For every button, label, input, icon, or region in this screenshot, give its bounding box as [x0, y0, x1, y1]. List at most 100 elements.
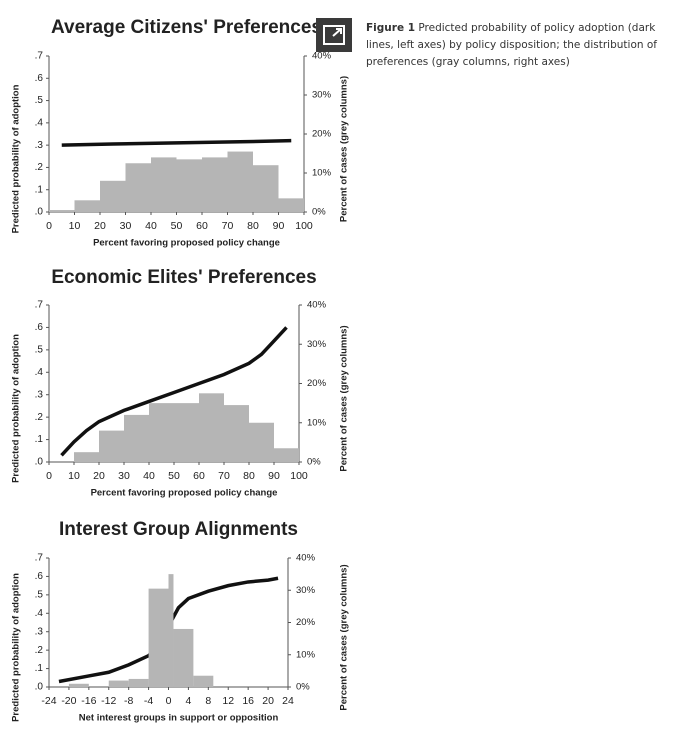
x-tick-label: 90 — [273, 220, 285, 232]
histogram-bar — [100, 180, 126, 212]
histogram-bar — [227, 151, 253, 212]
x-axis-label: Percent favoring proposed policy change — [91, 488, 278, 499]
y-tick-label: .0 — [35, 682, 44, 693]
y-tick-label: .5 — [35, 589, 44, 600]
y2-tick-label: 30% — [307, 339, 327, 350]
x-tick-label: 10 — [68, 470, 80, 482]
histogram-bar — [151, 157, 177, 212]
expand-arrow[interactable] — [332, 28, 342, 37]
x-tick-label: -8 — [124, 695, 133, 707]
y-axis-label: Predicted probability of adoption — [11, 84, 22, 233]
x-tick-label: -16 — [81, 695, 96, 707]
x-tick-label: 0 — [166, 695, 172, 707]
histogram-bar — [253, 165, 279, 212]
y2-tick-label: 0% — [312, 207, 326, 218]
y-tick-label: .0 — [35, 457, 44, 468]
y-tick-label: .3 — [35, 626, 44, 637]
y-axis-label: Predicted probability of adoption — [11, 573, 22, 722]
y-tick-label: .1 — [35, 184, 44, 195]
histogram-bar — [99, 430, 124, 462]
x-tick-label: 20 — [262, 695, 274, 707]
y-tick-label: .2 — [35, 645, 44, 656]
x-tick-label: 80 — [243, 470, 255, 482]
y-tick-label: .3 — [35, 389, 44, 400]
y-tick-label: .7 — [35, 300, 44, 311]
y2-tick-label: 30% — [296, 585, 316, 596]
y-tick-label: .4 — [35, 367, 44, 378]
x-tick-label: 80 — [247, 220, 259, 232]
y-tick-label: .6 — [35, 322, 44, 333]
x-tick-label: 24 — [282, 695, 294, 707]
x-axis-label: Net interest groups in support or opposi… — [79, 713, 279, 724]
histogram-bar — [125, 163, 151, 212]
x-tick-label: 100 — [295, 220, 313, 232]
x-tick-label: 70 — [222, 220, 234, 232]
chart-title: Average Citizens' Preferences — [51, 17, 322, 38]
y-tick-label: .3 — [35, 140, 44, 151]
histogram-bar — [274, 448, 299, 462]
histogram-bar — [148, 588, 169, 687]
histogram-bar — [168, 574, 174, 687]
histogram-bar — [74, 452, 99, 462]
x-tick-label: 20 — [93, 470, 105, 482]
line — [61, 138, 292, 147]
line — [60, 326, 288, 457]
histogram-bar — [128, 678, 149, 687]
y-tick-label: .1 — [35, 434, 44, 445]
y-tick-label: .5 — [35, 95, 44, 106]
histogram-bar — [199, 393, 224, 462]
y-tick-label: .6 — [35, 571, 44, 582]
y2-tick-label: 40% — [307, 300, 327, 311]
x-tick-label: 60 — [196, 220, 208, 232]
caption-label: Figure 1 — [366, 22, 416, 34]
y2-tick-label: 20% — [296, 617, 316, 628]
x-tick-label: 12 — [222, 695, 234, 707]
histogram-bar — [124, 414, 149, 462]
histogram-bar — [108, 680, 129, 687]
y2-tick-label: 20% — [307, 378, 327, 389]
expand-button[interactable] — [316, 18, 352, 52]
histogram-bar — [278, 198, 304, 212]
x-tick-label: 10 — [69, 220, 81, 232]
histogram-bar — [202, 157, 228, 212]
y2-tick-label: 20% — [312, 129, 332, 140]
chart-title: Interest Group Alignments — [59, 519, 298, 540]
y-tick-label: .4 — [35, 608, 44, 619]
x-tick-label: -24 — [41, 695, 56, 707]
chart-title: Economic Elites' Preferences — [51, 267, 316, 288]
x-tick-label: 20 — [94, 220, 106, 232]
x-tick-label: 50 — [171, 220, 183, 232]
x-tick-label: -4 — [144, 695, 153, 707]
x-tick-label: 90 — [268, 470, 280, 482]
histogram-bar — [176, 159, 202, 212]
y-tick-label: .2 — [35, 412, 44, 423]
caption: Figure 1 Predicted probability of policy… — [366, 20, 666, 71]
y-tick-label: .6 — [35, 73, 44, 84]
y2-tick-label: 10% — [307, 417, 327, 428]
histogram-bar — [193, 675, 214, 687]
y2-axis-label: Percent of cases (grey columns) — [339, 564, 350, 710]
histogram-bar — [74, 200, 100, 212]
y-tick-label: .1 — [35, 663, 44, 674]
x-tick-label: 70 — [218, 470, 230, 482]
x-tick-label: 30 — [120, 220, 132, 232]
y-tick-label: .5 — [35, 344, 44, 355]
y2-tick-label: 40% — [312, 51, 332, 62]
x-tick-label: -20 — [61, 695, 76, 707]
expand-icon[interactable] — [323, 25, 345, 45]
y2-tick-label: 0% — [307, 457, 321, 468]
y-tick-label: .7 — [35, 51, 44, 62]
y-tick-label: .0 — [35, 207, 44, 218]
x-tick-label: 100 — [290, 470, 308, 482]
x-tick-label: 40 — [143, 470, 155, 482]
x-tick-label: 60 — [193, 470, 205, 482]
x-tick-label: 30 — [118, 470, 130, 482]
y-tick-label: .4 — [35, 117, 44, 128]
histogram-bar — [173, 628, 194, 687]
y2-tick-label: 0% — [296, 682, 310, 693]
y2-tick-label: 40% — [296, 553, 316, 564]
histogram-bar — [249, 422, 274, 462]
y-axis-label: Predicted probability of adoption — [11, 334, 22, 483]
